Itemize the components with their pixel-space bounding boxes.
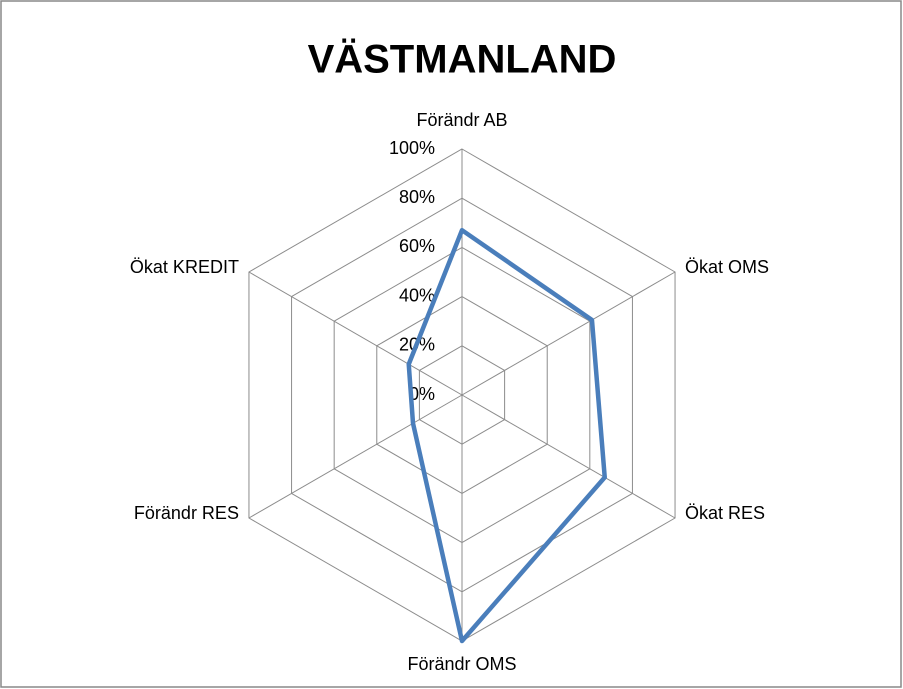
chart-title: VÄSTMANLAND (308, 38, 617, 82)
category-label: Ökat KREDIT (130, 257, 239, 277)
grid-line (418, 345, 506, 445)
spoke (248, 271, 463, 396)
category-label: Ökat RES (685, 503, 765, 523)
grid-line (291, 197, 633, 593)
r-tick-label: 0% (409, 384, 435, 404)
series-line (406, 227, 607, 644)
spoke (461, 271, 676, 396)
category-label: Förändr RES (134, 503, 239, 523)
category-label: Ökat OMS (685, 257, 769, 277)
category-label: Förändr OMS (407, 654, 516, 674)
category-label: Förändr AB (416, 110, 507, 130)
r-tick-label: 100% (389, 138, 435, 158)
spoke (461, 394, 676, 519)
grid-line (376, 296, 548, 494)
spoke (248, 394, 463, 519)
r-tick-label: 60% (399, 236, 435, 256)
r-tick-label: 80% (399, 187, 435, 207)
r-tick-label: 40% (399, 285, 435, 305)
